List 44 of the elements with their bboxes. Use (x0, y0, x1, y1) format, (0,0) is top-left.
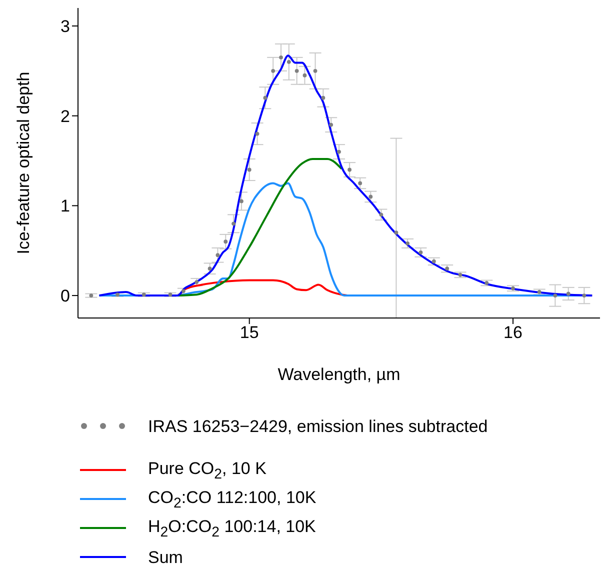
point (348, 168, 352, 172)
legend-label: Pure CO$_{2}$, 10 K (148, 458, 266, 482)
x-tick-label: 15 (240, 323, 259, 342)
point (313, 68, 318, 73)
point (263, 96, 268, 100)
x-axis-title: Wavelength, µm (278, 365, 400, 384)
y-tick-label: 2 (60, 106, 70, 126)
point (337, 150, 341, 154)
y-axis-title: Ice-feature optical depth (14, 72, 34, 254)
point (216, 253, 220, 258)
point (194, 280, 199, 284)
legend-label: H$_{2}$O:CO$_{2}$ 100:14, 10K (148, 516, 316, 540)
point (418, 250, 423, 254)
point (329, 122, 334, 127)
point (224, 240, 228, 244)
legend-label: Sum (148, 548, 183, 568)
point (302, 73, 307, 78)
point (566, 292, 570, 296)
x-tick-label: 16 (504, 323, 522, 342)
point (294, 68, 299, 73)
point (553, 294, 558, 298)
point (379, 212, 384, 217)
point (208, 266, 212, 271)
point (255, 132, 260, 136)
point (445, 266, 450, 271)
point (271, 68, 276, 73)
point (247, 168, 252, 172)
y-tick-label: 1 (60, 196, 70, 216)
point (406, 241, 410, 246)
y-tick-label: 0 (60, 286, 70, 306)
point (394, 230, 398, 235)
legend-label: IRAS 16253−2429, emission lines subtracted (148, 417, 488, 437)
legend-label: CO$_{2}$:CO 112:100, 10K (148, 488, 316, 512)
point (232, 222, 236, 226)
point (368, 194, 373, 199)
point (240, 199, 244, 204)
line-series (98, 54, 594, 297)
y-tick-label: 3 (60, 17, 70, 36)
line-series (176, 158, 343, 297)
point (582, 294, 586, 298)
point (358, 181, 362, 186)
point (286, 60, 291, 64)
point (321, 96, 326, 100)
point (279, 55, 283, 60)
